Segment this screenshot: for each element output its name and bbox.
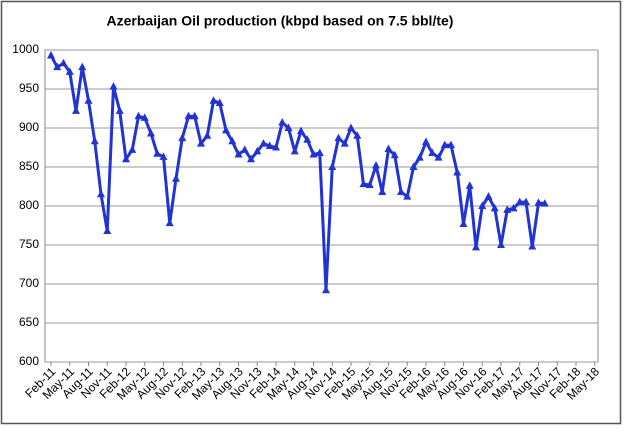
data-point <box>72 106 80 114</box>
data-point <box>447 140 455 149</box>
data-point <box>147 128 155 137</box>
data-point <box>303 135 312 143</box>
data-point <box>390 150 399 159</box>
y-tick-label: 900 <box>19 120 39 134</box>
data-point <box>190 111 199 120</box>
data-point <box>397 187 405 195</box>
data-point <box>278 118 287 126</box>
data-point <box>315 148 324 156</box>
data-point <box>453 167 462 176</box>
data-point <box>284 123 293 131</box>
data-point <box>153 149 162 157</box>
data-point <box>159 152 168 160</box>
data-point <box>197 139 205 147</box>
data-point <box>78 62 87 71</box>
data-point <box>65 67 74 75</box>
data-point <box>497 240 505 248</box>
data-point <box>322 285 330 294</box>
chart-title: Azerbaijan Oil production (kbpd based on… <box>107 13 454 29</box>
data-point <box>403 192 412 200</box>
data-point <box>522 197 530 206</box>
data-point <box>103 226 112 234</box>
data-point <box>165 218 174 227</box>
data-point <box>290 146 299 155</box>
data-point <box>334 133 343 142</box>
data-point <box>53 62 62 71</box>
data-point <box>184 111 193 120</box>
data-point <box>272 143 280 151</box>
y-tick-label: 950 <box>19 81 39 95</box>
data-point <box>515 197 524 206</box>
data-point <box>365 180 374 188</box>
y-tick-label: 750 <box>19 237 39 251</box>
data-point <box>378 187 387 195</box>
data-point <box>47 50 55 59</box>
data-point <box>97 189 105 198</box>
y-tick-label: 650 <box>19 315 39 329</box>
data-point <box>478 201 487 209</box>
data-point <box>209 96 218 104</box>
data-point <box>309 150 318 158</box>
y-tick-label: 850 <box>19 159 39 173</box>
data-point <box>90 136 99 145</box>
data-point <box>240 145 249 153</box>
data-point <box>422 137 430 146</box>
data-point <box>253 146 262 155</box>
data-point <box>440 140 449 149</box>
data-point <box>359 179 368 188</box>
data-point <box>347 123 355 131</box>
data-point <box>178 133 187 142</box>
data-point <box>428 148 437 156</box>
data-point <box>409 162 418 170</box>
data-point <box>465 181 474 189</box>
data-point <box>259 139 268 147</box>
data-point <box>297 126 305 135</box>
data-point <box>109 82 118 90</box>
data-point <box>228 136 237 145</box>
data-point <box>59 58 68 67</box>
data-point <box>234 150 243 158</box>
data-point <box>115 106 124 114</box>
data-point <box>528 242 537 250</box>
data-point <box>534 198 543 206</box>
data-point <box>353 131 362 139</box>
data-point <box>122 154 130 163</box>
data-point <box>128 145 137 153</box>
data-point <box>484 192 493 200</box>
data-point <box>459 219 468 227</box>
series-line <box>49 54 545 292</box>
data-point <box>265 141 274 149</box>
data-point <box>84 96 93 104</box>
data-point <box>140 113 149 121</box>
data-point <box>203 131 212 139</box>
data-point <box>472 242 480 251</box>
data-point <box>328 162 337 170</box>
y-tick-label: 1000 <box>12 42 39 56</box>
data-point <box>415 153 424 161</box>
data-point <box>247 154 255 163</box>
data-point <box>134 111 143 120</box>
data-point <box>172 174 180 182</box>
y-tick-label: 700 <box>19 276 39 290</box>
y-tick-label: 800 <box>19 198 39 212</box>
y-tick-label: 600 <box>19 354 39 368</box>
data-point <box>372 160 380 169</box>
data-point <box>540 199 549 207</box>
data-point <box>434 153 443 161</box>
data-point <box>509 203 518 212</box>
data-point <box>490 203 499 212</box>
data-point <box>503 205 512 213</box>
data-point <box>384 144 393 153</box>
data-point <box>340 139 349 147</box>
data-point <box>222 125 230 134</box>
data-point <box>215 98 224 107</box>
